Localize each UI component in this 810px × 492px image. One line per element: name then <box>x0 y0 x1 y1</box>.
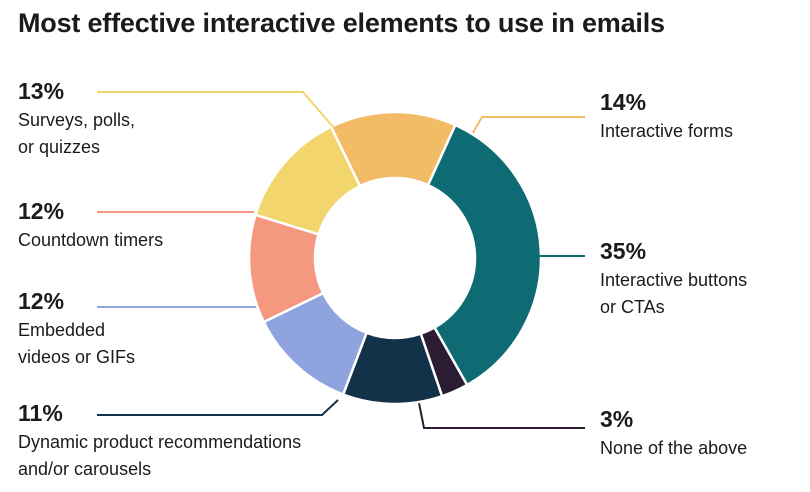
slice-category-label: Interactive buttons or CTAs <box>600 270 748 317</box>
slice-percent-label: 3% <box>600 406 634 432</box>
slice-category-label: Dynamic product recommendations and/or ca… <box>18 432 302 479</box>
slice-percent-label: 35% <box>600 238 647 264</box>
slice-percent-label: 12% <box>18 198 65 224</box>
slice-percent-label: 14% <box>600 89 647 115</box>
leader-line <box>417 397 585 429</box>
leader-line <box>97 91 335 129</box>
slice-category-label: Surveys, polls, or quizzes <box>18 110 136 157</box>
slice-category-label: None of the above <box>600 438 748 458</box>
slice-category-label: Interactive forms <box>600 121 734 141</box>
leader-line <box>97 399 339 416</box>
donut-slice <box>426 123 543 387</box>
slice-percent-label: 11% <box>18 400 63 426</box>
slice-category-label: Embedded videos or GIFs <box>18 320 136 367</box>
slice-category-label: Countdown timers <box>18 230 164 250</box>
slice-percent-label: 12% <box>18 288 65 314</box>
leader-line <box>469 116 585 139</box>
donut-slice <box>254 125 362 236</box>
chart-title: Most effective interactive elements to u… <box>18 8 665 38</box>
slice-percent-label: 13% <box>18 78 65 104</box>
